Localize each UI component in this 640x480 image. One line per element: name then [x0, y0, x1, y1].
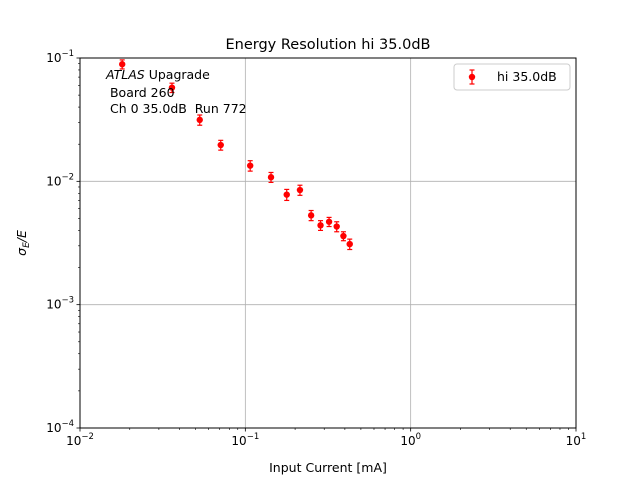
y-tick-exponent: −3 — [61, 296, 74, 306]
data-marker — [217, 141, 224, 149]
y-tick-exponent: −1 — [61, 49, 74, 59]
x-tick-label: 10−1 — [231, 432, 259, 448]
data-point — [296, 184, 304, 196]
y-tick-base: 10 — [46, 174, 61, 188]
data-marker — [168, 84, 176, 91]
data-point — [307, 209, 315, 222]
y-axis-label: σE/E — [14, 230, 32, 256]
y-label-subscript: E — [22, 242, 32, 248]
x-axis-label: Input Current [mA] — [269, 460, 387, 475]
data-marker — [307, 212, 315, 219]
x-tick-base: 10 — [231, 434, 246, 448]
data-point — [217, 139, 224, 151]
x-tick-exponent: −2 — [81, 432, 94, 442]
data-marker — [196, 116, 203, 124]
data-marker — [283, 191, 290, 198]
x-tick-label: 101 — [566, 432, 587, 448]
x-tick-label: 10−2 — [66, 432, 94, 448]
annotation-block: ATLAS Upagrade Board 260 Ch 0 35.0dB Run… — [105, 67, 247, 116]
y-tick-label: 10−3 — [46, 296, 74, 312]
legend-label: hi 35.0dB — [497, 69, 557, 84]
data-point — [246, 160, 254, 172]
chart-title: Energy Resolution hi 35.0dB — [225, 37, 430, 53]
data-marker — [340, 232, 347, 240]
annotation-line-1-rest: Upagrade — [145, 67, 210, 82]
x-tick-exponent: 1 — [581, 432, 586, 442]
y-tick-label: 10−4 — [46, 419, 74, 435]
data-point — [333, 221, 340, 233]
x-tick-label: 100 — [400, 432, 421, 448]
x-tick-exponent: −1 — [247, 432, 260, 442]
legend-box — [453, 63, 571, 91]
data-marker — [246, 162, 254, 169]
x-tick-exponent: 0 — [416, 432, 421, 442]
data-marker — [333, 223, 340, 230]
data-series — [119, 59, 353, 251]
data-marker — [325, 218, 333, 225]
y-tick-base: 10 — [46, 298, 61, 312]
x-tick-base: 10 — [400, 434, 415, 448]
data-marker — [267, 174, 275, 181]
data-point — [283, 188, 290, 202]
annotation-line-1: ATLAS Upagrade — [105, 67, 210, 82]
y-label-tail: /E — [14, 230, 29, 243]
x-tick-base: 10 — [566, 434, 581, 448]
data-point — [340, 231, 347, 242]
data-marker — [317, 222, 324, 229]
data-point — [325, 216, 333, 228]
annotation-line-3: Ch 0 35.0dB Run 772 — [106, 101, 247, 116]
y-tick-exponent: −4 — [61, 419, 74, 429]
legend: hi 35.0dB — [453, 63, 571, 91]
y-tick-label: 10−1 — [46, 49, 74, 65]
data-marker — [119, 61, 126, 68]
annotation-line-2: Board 260 — [106, 85, 175, 100]
y-tick-label: 10−2 — [46, 172, 74, 188]
data-point — [267, 171, 275, 184]
legend-marker — [468, 69, 476, 85]
data-point — [346, 238, 353, 251]
annotation-experiment: ATLAS — [105, 67, 145, 82]
grid-lines — [80, 58, 576, 428]
y-tick-base: 10 — [46, 51, 61, 65]
y-tick-base: 10 — [46, 421, 61, 435]
data-marker — [296, 186, 304, 194]
data-point — [119, 59, 126, 70]
data-point — [196, 114, 203, 126]
data-point — [317, 220, 324, 232]
y-tick-exponent: −2 — [61, 172, 74, 182]
major-ticks — [76, 57, 577, 432]
minor-ticks — [78, 63, 569, 430]
data-point — [168, 82, 176, 94]
plot-frame — [79, 57, 577, 429]
y-label-sigma: σ — [14, 247, 29, 256]
data-marker — [346, 240, 353, 248]
x-tick-base: 10 — [66, 434, 81, 448]
